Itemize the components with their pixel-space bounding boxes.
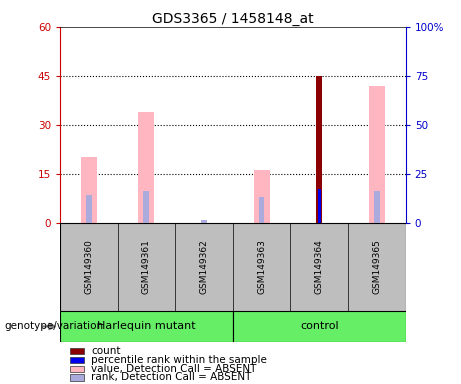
Text: value, Detection Call = ABSENT: value, Detection Call = ABSENT bbox=[91, 364, 256, 374]
Bar bbox=[70, 348, 84, 354]
Bar bbox=[143, 191, 149, 223]
Bar bbox=[348, 223, 406, 311]
Text: GSM149360: GSM149360 bbox=[84, 240, 93, 294]
Bar bbox=[118, 223, 175, 311]
Bar bbox=[81, 157, 97, 223]
Text: GSM149364: GSM149364 bbox=[315, 240, 324, 294]
Bar bbox=[86, 195, 92, 223]
Bar bbox=[60, 223, 118, 311]
Bar bbox=[70, 366, 84, 372]
Bar bbox=[233, 223, 290, 311]
Bar bbox=[60, 311, 233, 342]
Text: Harlequin mutant: Harlequin mutant bbox=[97, 321, 195, 331]
Text: genotype/variation: genotype/variation bbox=[5, 321, 104, 331]
Bar bbox=[318, 189, 321, 223]
Text: GSM149365: GSM149365 bbox=[372, 240, 381, 294]
Text: control: control bbox=[300, 321, 338, 331]
Text: GSM149361: GSM149361 bbox=[142, 240, 151, 294]
Title: GDS3365 / 1458148_at: GDS3365 / 1458148_at bbox=[152, 12, 313, 26]
Text: rank, Detection Call = ABSENT: rank, Detection Call = ABSENT bbox=[91, 372, 251, 382]
Bar bbox=[369, 86, 385, 223]
Bar bbox=[138, 112, 154, 223]
Bar bbox=[70, 357, 84, 363]
Bar bbox=[233, 311, 406, 342]
Bar bbox=[201, 220, 207, 223]
Bar bbox=[374, 191, 380, 223]
Bar bbox=[290, 223, 348, 311]
Text: count: count bbox=[91, 346, 120, 356]
Bar bbox=[254, 170, 270, 223]
Bar bbox=[259, 197, 265, 223]
Text: GSM149362: GSM149362 bbox=[200, 240, 208, 294]
Bar bbox=[70, 374, 84, 381]
Bar bbox=[175, 223, 233, 311]
Bar bbox=[316, 76, 322, 223]
Text: percentile rank within the sample: percentile rank within the sample bbox=[91, 355, 267, 365]
Text: GSM149363: GSM149363 bbox=[257, 240, 266, 294]
